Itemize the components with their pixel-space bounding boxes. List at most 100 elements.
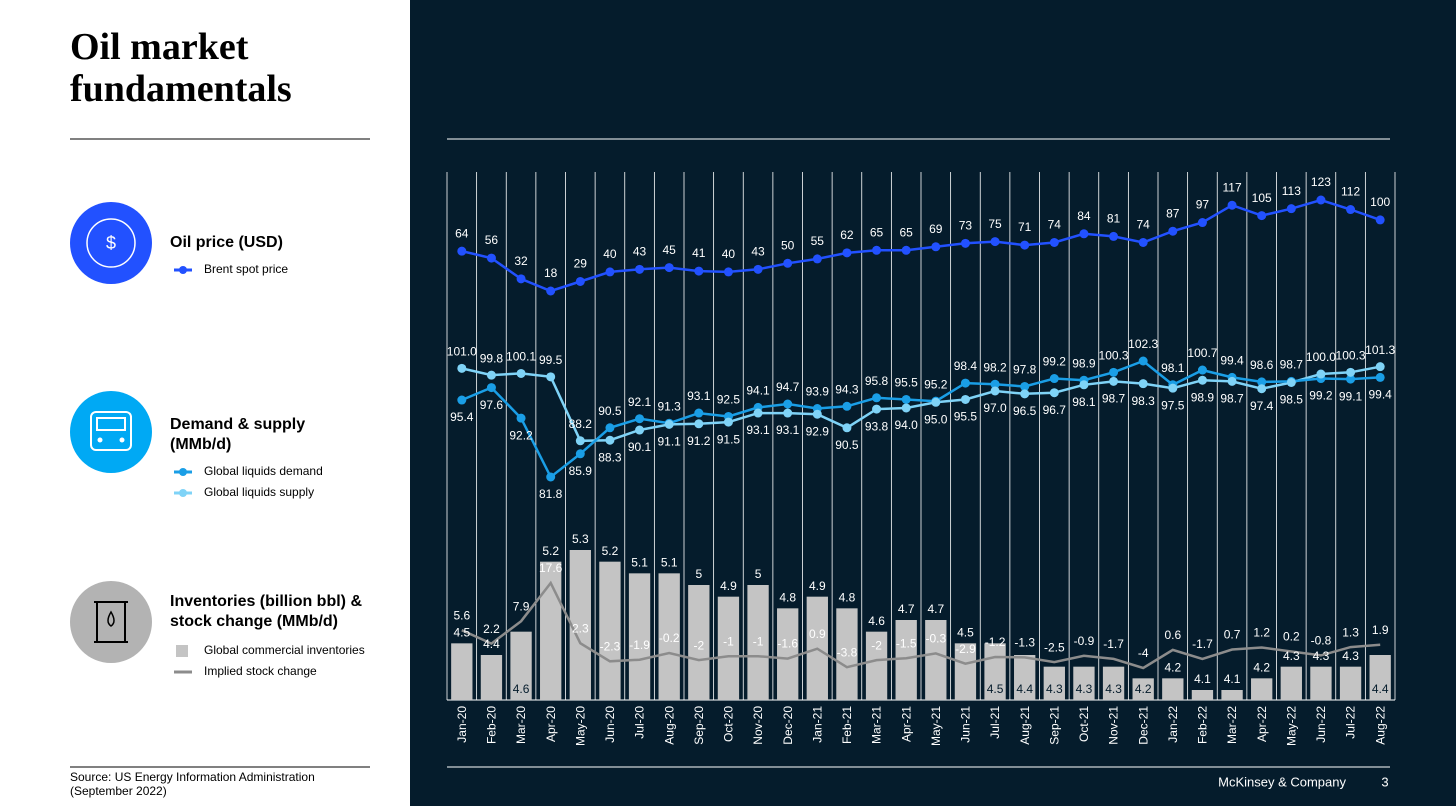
data-point <box>1375 362 1385 372</box>
x-tick-label: May-20 <box>573 706 587 746</box>
data-label: 87 <box>1166 206 1180 220</box>
data-point <box>546 472 556 482</box>
data-label: 88.2 <box>569 417 593 431</box>
data-point <box>783 408 793 418</box>
x-tick-label: Apr-22 <box>1255 706 1269 742</box>
data-label: 92.5 <box>717 393 741 407</box>
data-point <box>723 267 733 277</box>
x-tick-label: Dec-21 <box>1136 706 1150 745</box>
data-label: 5.1 <box>661 556 678 570</box>
data-label: -1.7 <box>1103 637 1124 651</box>
data-label: 65 <box>870 225 884 239</box>
data-label: 69 <box>929 222 943 236</box>
data-label: 85.9 <box>569 464 593 478</box>
x-tick-label: Nov-20 <box>751 706 765 745</box>
bar <box>510 631 532 700</box>
data-point <box>1138 379 1148 389</box>
data-label: 97.8 <box>1013 363 1037 377</box>
data-label: 98.3 <box>1132 394 1156 408</box>
data-label: 99.5 <box>539 353 563 367</box>
data-point <box>723 417 733 427</box>
source-note: Source: US Energy Information Administra… <box>70 770 315 798</box>
data-label: 4.4 <box>483 637 500 651</box>
data-label: 0.9 <box>809 627 826 641</box>
data-point <box>1257 211 1267 221</box>
data-label: 97.5 <box>1161 398 1185 412</box>
data-label: 93.9 <box>806 385 830 399</box>
data-label: 4.1 <box>1224 672 1241 686</box>
data-label: 101.0 <box>447 345 477 359</box>
bar <box>1102 666 1125 700</box>
legend-swatch <box>179 489 187 497</box>
data-label: 98.1 <box>1161 361 1185 375</box>
data-label: -3.8 <box>837 645 858 659</box>
data-label: 95.5 <box>895 376 919 390</box>
data-label: 73 <box>959 219 973 233</box>
bar <box>1310 666 1332 700</box>
data-point <box>1168 226 1178 236</box>
x-tick-label: Jun-20 <box>603 706 617 743</box>
data-point <box>664 263 674 273</box>
legend-swatch <box>176 645 188 657</box>
bar <box>954 643 977 700</box>
data-label: 94.3 <box>835 382 859 396</box>
data-label: 99.4 <box>1369 388 1393 402</box>
data-label: 64 <box>455 226 469 240</box>
data-label: 98.2 <box>983 360 1007 374</box>
x-tick-label: May-22 <box>1284 706 1298 746</box>
data-point <box>812 254 822 264</box>
data-label: 100.3 <box>1336 348 1366 362</box>
data-label: 91.1 <box>658 435 682 449</box>
data-label: 2.3 <box>572 621 589 635</box>
bar <box>1014 655 1036 700</box>
data-label: 4.9 <box>809 579 826 593</box>
bar <box>658 573 680 700</box>
data-label: 113 <box>1282 184 1301 198</box>
data-label: 5 <box>755 567 762 581</box>
data-point <box>753 264 763 274</box>
data-label: 112 <box>1341 185 1360 199</box>
data-label: 98.7 <box>1102 392 1126 406</box>
data-point <box>516 274 526 284</box>
data-label: 93.1 <box>776 423 800 437</box>
data-point <box>872 245 882 255</box>
x-tick-label: Mar-21 <box>870 706 884 744</box>
data-label: 95.2 <box>924 377 948 391</box>
data-point <box>842 423 852 433</box>
legend-label: Global liquids demand <box>204 464 323 478</box>
x-tick-label: Sep-21 <box>1047 706 1061 745</box>
data-label: 4.5 <box>987 682 1004 696</box>
data-point <box>1227 200 1237 210</box>
data-point <box>812 409 822 419</box>
x-tick-label: May-21 <box>929 706 943 746</box>
data-label: -0.8 <box>1311 634 1332 648</box>
data-label: 95.5 <box>954 410 978 424</box>
data-point <box>1020 381 1030 391</box>
data-point <box>546 372 556 382</box>
data-label: 40 <box>603 247 617 261</box>
data-point <box>842 401 852 411</box>
data-label: 99.2 <box>1309 389 1333 403</box>
bar <box>569 550 591 700</box>
data-point <box>1316 369 1326 379</box>
data-point <box>486 253 496 263</box>
data-point <box>605 423 615 433</box>
legend-label: Global commercial inventories <box>204 643 365 657</box>
x-tick-label: Nov-21 <box>1107 706 1121 745</box>
data-label: 74 <box>1048 218 1062 232</box>
data-point <box>546 286 556 296</box>
x-tick-label: Feb-22 <box>1196 706 1210 744</box>
bar <box>451 643 473 700</box>
data-point <box>516 413 526 423</box>
data-label: -1 <box>723 634 734 648</box>
data-label: 5.3 <box>572 532 589 546</box>
data-label: -1.7 <box>1192 637 1213 651</box>
bar <box>717 596 740 700</box>
data-label: 4.5 <box>453 626 470 640</box>
data-label: 4.3 <box>1076 682 1093 696</box>
data-point <box>1227 376 1237 386</box>
section-heading: Demand & supply (MMb/d) <box>170 416 306 453</box>
data-label: 99.1 <box>1339 389 1363 403</box>
x-tick-label: Jun-22 <box>1314 706 1328 743</box>
data-label: 97 <box>1196 198 1210 212</box>
